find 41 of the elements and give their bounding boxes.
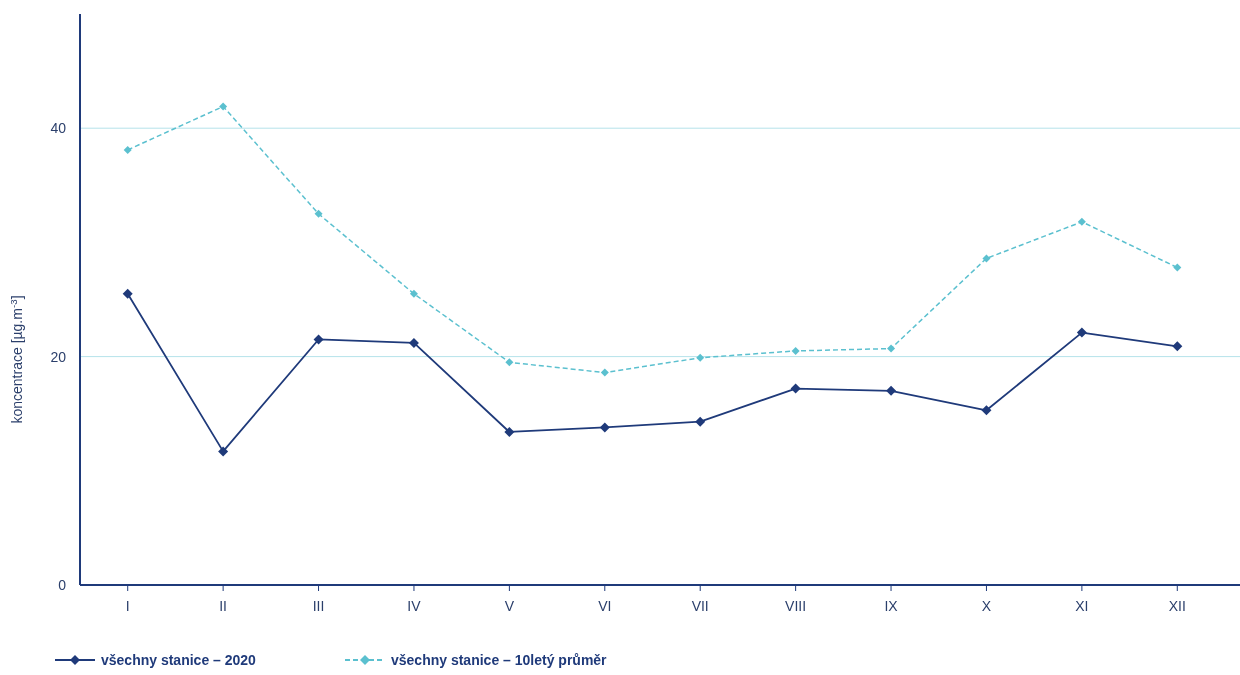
x-tick-label: VI <box>598 598 612 614</box>
x-tick-label: IX <box>884 598 899 614</box>
point <box>218 446 229 457</box>
x-tick-label: X <box>981 598 992 614</box>
x-tick-label: II <box>219 598 228 614</box>
point <box>696 353 705 362</box>
y-tick-label: 20 <box>50 348 67 365</box>
point <box>1173 263 1182 272</box>
point <box>1172 341 1183 352</box>
point <box>219 102 228 111</box>
y-tick-label: 0 <box>58 576 67 593</box>
point <box>887 344 896 353</box>
point <box>314 209 323 218</box>
point <box>790 383 801 394</box>
x-tick-label: VIII <box>785 598 807 614</box>
y-tick-label: 40 <box>50 120 67 137</box>
point <box>505 358 514 367</box>
x-tick-label: III <box>312 598 325 614</box>
x-tick-label: V <box>504 598 515 614</box>
point <box>695 416 706 427</box>
point <box>122 288 133 299</box>
x-tick-label: I <box>125 598 130 614</box>
point <box>313 334 324 345</box>
point <box>791 346 800 355</box>
point <box>600 368 609 377</box>
point <box>504 426 515 437</box>
point <box>1077 217 1086 226</box>
point <box>981 405 992 416</box>
point <box>599 422 610 433</box>
point <box>409 289 418 298</box>
point <box>982 254 991 263</box>
point <box>408 337 419 348</box>
point <box>886 385 897 396</box>
point <box>1076 327 1087 338</box>
legend-label: všechny stanice – 10letý průměr <box>391 651 608 668</box>
x-tick-label: XI <box>1075 598 1089 614</box>
point <box>123 145 132 154</box>
x-tick-label: IV <box>407 598 422 614</box>
x-tick-label: VII <box>691 598 709 614</box>
x-tick-label: XII <box>1168 598 1186 614</box>
legend-label: všechny stanice – 2020 <box>101 651 257 668</box>
